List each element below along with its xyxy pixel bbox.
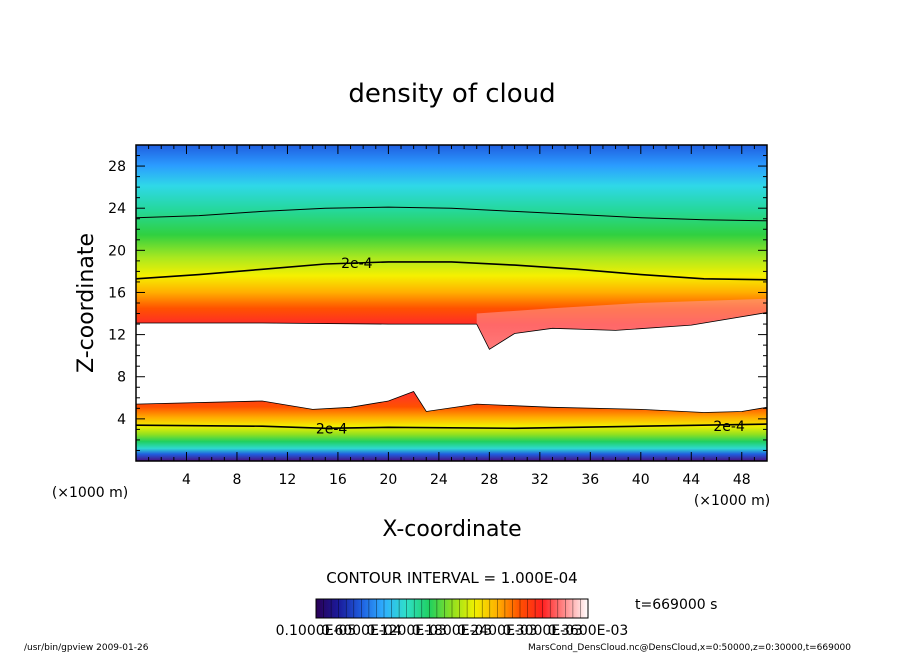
- y-axis-label: Z-coordinate: [74, 233, 99, 373]
- colorbar-tick-label: 0.2400E-03: [457, 623, 538, 639]
- contour-line-upper: [136, 206, 767, 222]
- y-tick-label: 20: [108, 243, 126, 259]
- colorbar-tick-label: 0.1000E-05: [276, 623, 357, 639]
- x-tick-label: 4: [182, 472, 191, 488]
- footer-right: MarsCond_DensCloud.nc@DensCloud,x=0:5000…: [528, 643, 851, 653]
- colorbar-tick-label: 0.1200E-03: [366, 623, 447, 639]
- contour-line-2e-4-upper: [136, 261, 767, 281]
- contour-line-layer-base: [136, 312, 767, 350]
- x-tick-label: 24: [430, 472, 448, 488]
- footer-left: /usr/bin/gpview 2009-01-26: [24, 643, 149, 653]
- x-axis-label: X-coordinate: [382, 517, 521, 542]
- y-axis-ticks: 4 8 12 16 20 24 28: [108, 155, 767, 451]
- x-tick-label: 36: [581, 472, 599, 488]
- contour-label: 2e-4: [341, 256, 373, 272]
- colorbar-tick-label: 0.6000E-04: [321, 623, 402, 639]
- colorbar-tick-label: 0.1800E-03: [412, 623, 493, 639]
- time-label: t=669000 s: [635, 597, 717, 613]
- colorbar-tick-label: 0.3000E-03: [502, 623, 583, 639]
- contour-label: 2e-4: [713, 419, 745, 435]
- x-tick-label: 16: [329, 472, 347, 488]
- y-tick-label: 16: [108, 285, 126, 301]
- y-tick-label: 4: [117, 412, 126, 428]
- x-tick-label: 44: [682, 472, 700, 488]
- x-tick-label: 48: [733, 472, 751, 488]
- colorbar-labels: 0.1000E-050.6000E-040.1200E-030.1800E-03…: [276, 623, 629, 639]
- colorbar-tick-label: 0.3600E-03: [548, 623, 629, 639]
- x-tick-label: 28: [480, 472, 498, 488]
- contour-labels: 2e-4 2e-4 2e-4: [316, 256, 745, 437]
- contour-line-lower-top: [136, 391, 767, 413]
- contour-interval: CONTOUR INTERVAL = 1.000E-04: [326, 569, 577, 587]
- x-unit-right: (×1000 m): [694, 493, 770, 509]
- contour-label: 2e-4: [316, 421, 348, 437]
- field-layers: 2e-4 2e-4 2e-4: [136, 145, 767, 461]
- y-tick-label: 12: [108, 328, 126, 344]
- contour-line-2e-4-lower: [136, 423, 767, 430]
- x-tick-label: 40: [632, 472, 650, 488]
- colorbar-level-lines: [323, 599, 581, 618]
- upper-cloud-layer: [136, 145, 767, 350]
- x-axis-ticks: 4 8 12 16 20 24 28 32 36 40 44 48: [148, 145, 755, 488]
- y-tick-label: 24: [108, 201, 126, 217]
- y-tick-label: 28: [108, 159, 126, 175]
- x-tick-label: 8: [232, 472, 241, 488]
- x-tick-label: 32: [531, 472, 549, 488]
- x-tick-label: 12: [279, 472, 297, 488]
- x-unit-left: (×1000 m): [52, 485, 128, 501]
- y-tick-label: 8: [117, 370, 126, 386]
- chart-title: density of cloud: [348, 79, 555, 109]
- x-tick-label: 20: [379, 472, 397, 488]
- upper-layer-pale-edge: [476, 298, 767, 350]
